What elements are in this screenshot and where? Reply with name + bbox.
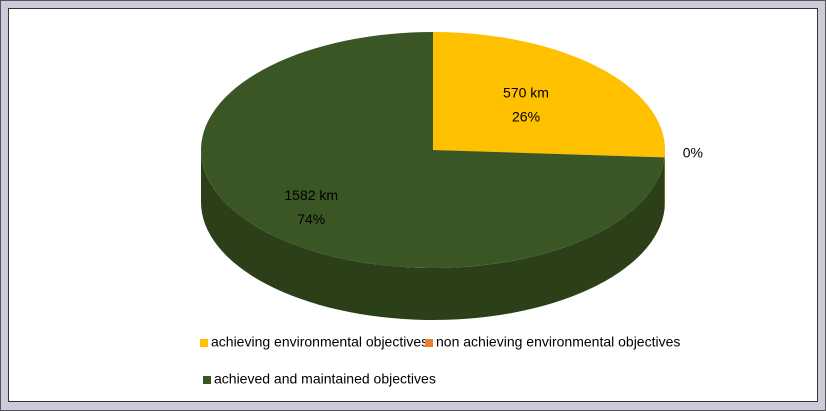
data-label: 0%	[683, 145, 703, 161]
pie-slice	[201, 32, 665, 268]
legend-swatch	[200, 339, 208, 347]
pie-side	[201, 150, 665, 320]
data-label: 74%	[297, 211, 325, 227]
legend-label: achieving environmental objectives	[211, 334, 428, 350]
data-label: 26%	[512, 108, 540, 124]
pie-slice	[433, 32, 665, 158]
length-label: 570 km	[503, 84, 549, 100]
length-label: 1582 km	[284, 187, 338, 203]
legend-label: non achieving environmental objectives	[436, 334, 680, 350]
legend-label: achieved and maintained objectives	[214, 371, 436, 387]
legend-swatch	[203, 376, 211, 384]
legend-swatch	[425, 339, 433, 347]
